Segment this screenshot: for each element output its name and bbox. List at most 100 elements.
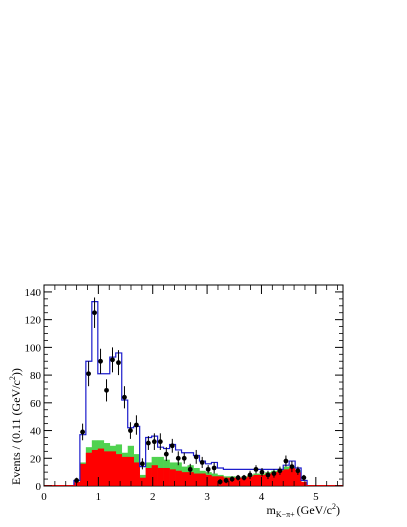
y-axis-label-close: ))	[9, 368, 23, 376]
red-component-bar	[277, 470, 284, 486]
red-component-bar	[193, 473, 200, 486]
data-point	[247, 470, 253, 480]
data-marker	[283, 458, 289, 464]
data-point	[223, 477, 229, 484]
data-marker	[253, 466, 259, 472]
red-component-bar	[157, 467, 164, 486]
red-component-bar	[253, 474, 260, 486]
x-axis-unit-close: )	[336, 503, 340, 517]
data-marker	[74, 478, 80, 483]
y-axis-title: Events / (0.11 (GeV/c2))	[8, 368, 23, 485]
data-marker	[92, 310, 97, 316]
x-axis-title: mK−π+ (GeV/c2)	[266, 502, 340, 519]
data-point	[98, 348, 103, 374]
data-marker	[295, 468, 301, 474]
x-tick-label: 2	[150, 491, 156, 503]
x-tick-label: 1	[96, 491, 102, 503]
y-tick-label: 40	[30, 426, 42, 438]
data-point	[229, 476, 235, 482]
data-point	[110, 347, 115, 373]
data-point	[259, 467, 265, 477]
x-axis-subscript: K−π+	[276, 510, 295, 519]
data-point	[253, 465, 259, 474]
data-point	[217, 479, 223, 485]
red-component-bar	[289, 467, 296, 486]
total-fit-line	[73, 301, 308, 486]
data-point	[157, 433, 163, 450]
data-marker	[265, 472, 271, 478]
y-tick-label: 100	[25, 342, 42, 354]
y-tick-label: 60	[30, 398, 42, 410]
red-component-bar	[145, 467, 152, 486]
data-marker	[86, 371, 91, 377]
red-component-bar	[91, 449, 99, 486]
data-marker	[193, 454, 199, 460]
y-axis-label-sup: 2	[8, 376, 17, 380]
red-component-bar	[85, 452, 93, 486]
data-marker	[235, 475, 241, 481]
x-axis-unit: (GeV/c	[297, 503, 332, 517]
red-component-bar	[181, 472, 188, 486]
y-axis-label: Events / (0.11 (GeV/c	[9, 380, 23, 485]
data-marker	[163, 451, 169, 457]
data-marker	[223, 478, 229, 483]
data-marker	[116, 360, 121, 366]
data-point	[116, 350, 121, 376]
red-component-bar	[127, 456, 134, 486]
red-component-bar	[103, 451, 111, 486]
red-component-bar	[163, 467, 170, 486]
y-tick-label: 80	[30, 370, 42, 382]
data-marker	[229, 476, 235, 482]
data-point	[128, 422, 133, 439]
x-tick-label: 0	[41, 491, 47, 503]
data-point	[122, 386, 127, 409]
red-component-bar	[121, 456, 129, 486]
red-component-bar	[205, 474, 212, 486]
red-component-bar	[283, 469, 290, 486]
data-marker	[259, 469, 265, 475]
data-marker	[211, 465, 217, 471]
data-point	[134, 415, 139, 435]
data-marker	[122, 394, 127, 400]
red-component-bar	[241, 477, 248, 486]
data-point	[104, 379, 109, 402]
red-component-bar	[187, 472, 194, 486]
data-point	[86, 361, 91, 387]
data-point	[175, 451, 181, 466]
red-component-bar	[175, 470, 182, 486]
data-marker	[181, 455, 187, 461]
data-marker	[205, 466, 211, 472]
data-marker	[277, 468, 283, 474]
data-point	[283, 455, 289, 467]
data-point	[80, 423, 85, 441]
data-marker	[301, 475, 307, 481]
data-point	[139, 458, 145, 470]
data-point	[145, 436, 151, 450]
y-tick-label: 0	[36, 481, 42, 493]
total-fit-layer	[73, 301, 308, 486]
x-tick-label: 5	[313, 491, 319, 503]
data-point	[181, 452, 187, 464]
data-point	[187, 463, 193, 475]
data-marker	[247, 472, 253, 478]
red-component-bar	[79, 463, 87, 486]
data-marker	[98, 358, 103, 364]
red-component-bar	[115, 454, 123, 486]
red-component-bar	[151, 465, 158, 486]
axes-layer: 0 20 40 60 80 100 120 140 0 1 2 3 4 5	[25, 285, 343, 503]
data-marker	[241, 475, 247, 481]
data-point	[193, 449, 199, 464]
data-point	[265, 470, 271, 480]
data-point	[235, 474, 241, 481]
data-point	[277, 466, 283, 475]
red-component-bar	[211, 476, 218, 486]
data-point	[199, 456, 205, 468]
data-point	[205, 465, 211, 474]
red-component-bar	[265, 473, 272, 486]
data-marker	[271, 471, 277, 476]
data-marker	[134, 422, 139, 428]
red-component-bar	[139, 477, 146, 486]
data-marker	[145, 440, 151, 446]
